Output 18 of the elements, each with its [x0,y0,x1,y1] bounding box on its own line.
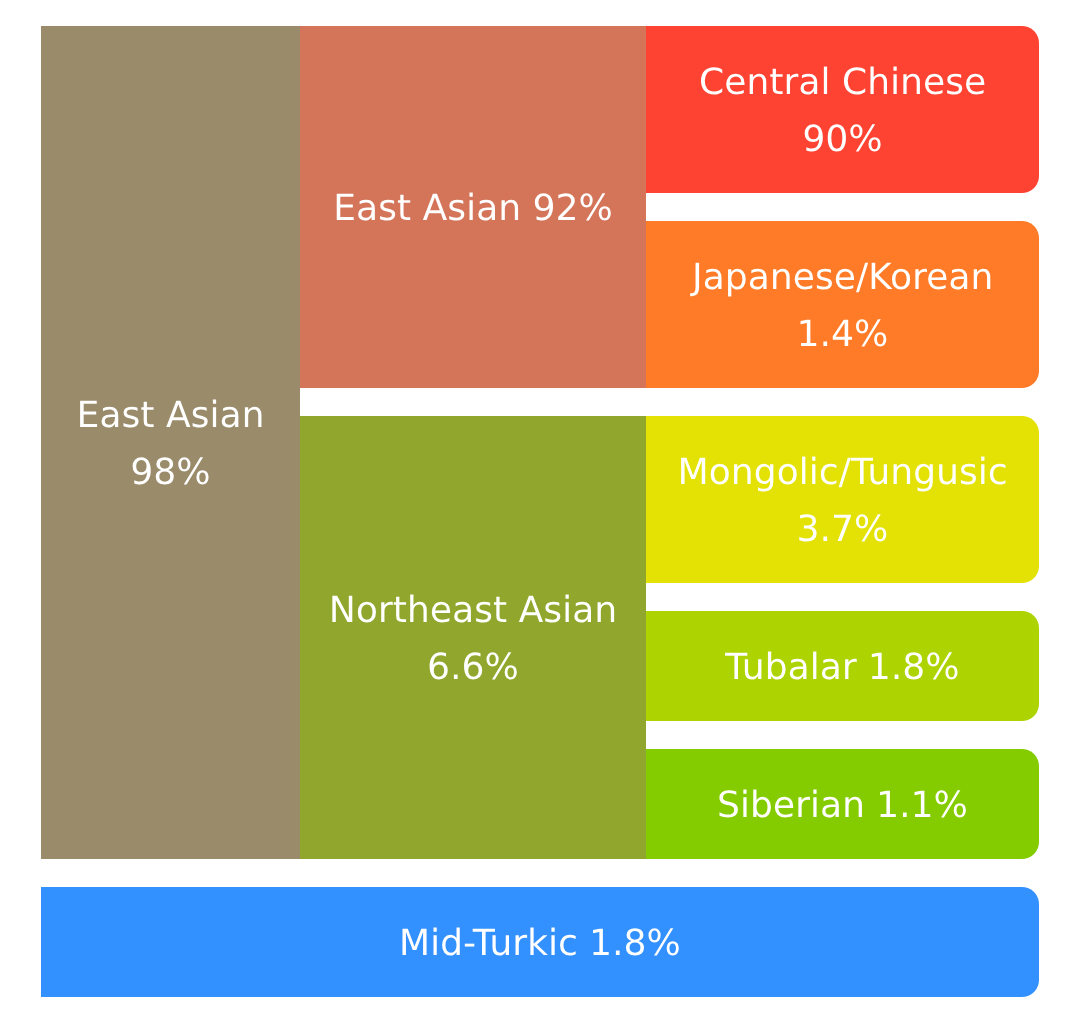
category-label: Central Chinese [701,66,985,95]
category-label: Northeast Asian [332,594,615,623]
data-label: 1.8% [593,928,679,956]
data-label: 1.4% [800,319,887,347]
category-label: Mongolic/Tungusic [681,456,1006,492]
category-label: East Asian [336,192,519,221]
data-label: 6.6% [429,652,517,680]
category-label: Siberian [719,789,862,818]
data-label: 3.7% [799,514,887,542]
data-label: 90% [804,124,881,152]
data-label: 1.8% [871,652,958,680]
category-label: Tubalar [725,651,857,680]
category-label: Mid-Turkic [402,927,576,956]
data-label: 1.1% [880,790,966,818]
category-label: Japanese/Korean [690,262,991,297]
data-label: 98% [132,457,209,485]
category-label: East Asian [80,399,262,428]
data-label: 92% [534,193,611,221]
